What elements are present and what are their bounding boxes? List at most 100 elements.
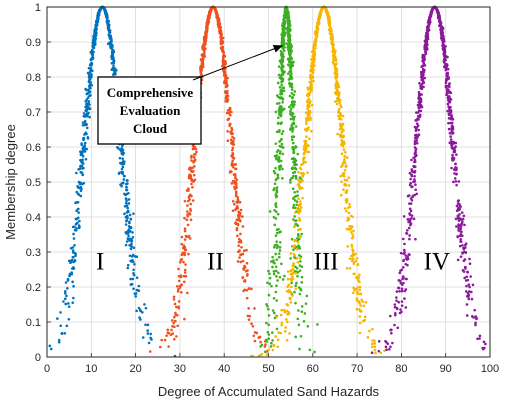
cloud-drop <box>231 146 235 150</box>
cloud-drop <box>222 54 226 58</box>
y-tick-label: 0.9 <box>26 37 41 49</box>
cloud-drop <box>298 204 302 207</box>
cloud-drop <box>209 7 213 11</box>
cloud-drop <box>296 237 299 240</box>
cloud-drop <box>289 109 292 113</box>
cloud-drop <box>335 92 338 96</box>
cloud-drop <box>184 263 187 266</box>
cloud-drop <box>77 168 80 171</box>
cloud-drop <box>294 271 298 275</box>
cloud-drop <box>306 107 309 111</box>
cloud-drop <box>186 204 189 207</box>
cloud-drop <box>347 184 351 187</box>
cloud-drop <box>454 141 458 145</box>
cloud-drop <box>72 237 76 240</box>
cloud-drop <box>406 255 409 258</box>
cloud-drop <box>291 122 294 126</box>
cloud-drop <box>339 174 343 178</box>
cloud-drop <box>282 29 285 33</box>
cloud-drop <box>341 140 345 144</box>
cloud-drop <box>267 348 271 351</box>
cloud-drop <box>408 171 412 175</box>
x-tick-label: 30 <box>174 363 186 375</box>
cloud-drop <box>427 28 431 32</box>
cloud-drop <box>276 345 280 349</box>
cloud-drop <box>419 84 422 88</box>
cloud-drop <box>68 259 71 263</box>
cloud-drop <box>81 147 85 150</box>
cloud-drop <box>275 275 278 278</box>
cloud-drop <box>181 251 185 255</box>
cloud-drop <box>183 251 187 254</box>
y-tick-label: 0 <box>35 352 41 364</box>
cloud-drop <box>282 43 285 46</box>
cloud-drop <box>281 46 285 50</box>
cloud-drop <box>447 77 450 81</box>
cloud-drop <box>285 338 289 342</box>
cloud-drop <box>291 245 295 248</box>
cloud-drop <box>132 268 135 272</box>
cloud-drop <box>335 62 338 66</box>
cloud-drop <box>130 282 134 286</box>
cloud-drop <box>300 281 304 284</box>
cloud-drop <box>455 204 459 208</box>
cloud-drop <box>358 285 362 289</box>
cloud-drop <box>125 188 129 192</box>
cloud-drop <box>313 50 316 53</box>
cloud-drop <box>349 214 353 218</box>
cloud-drop <box>280 132 284 136</box>
cloud-drop <box>83 119 87 123</box>
cloud-drop <box>470 315 474 318</box>
cloud-drop <box>75 190 79 194</box>
cloud-drop <box>86 113 89 117</box>
cloud-drop <box>343 168 347 172</box>
cloud-drop <box>184 274 188 278</box>
cloud-drop <box>289 117 293 121</box>
y-tick-label: 0.3 <box>26 247 41 259</box>
cloud-drop <box>340 180 343 184</box>
cloud-drop <box>464 251 468 254</box>
cloud-drop <box>131 236 135 239</box>
cloud-drop <box>287 310 291 314</box>
cloud-drop <box>299 334 303 338</box>
cloud-drop <box>459 240 463 243</box>
cloud-drop <box>274 205 278 209</box>
cloud-drop <box>398 271 402 275</box>
cloud-drop <box>121 162 125 166</box>
cloud-drop <box>440 29 443 33</box>
cloud-drop <box>73 258 77 262</box>
cloud-drop <box>177 279 181 283</box>
cloud-drop <box>122 178 126 181</box>
cloud-drop <box>450 143 453 147</box>
cloud-drop <box>233 173 237 176</box>
cloud-drop <box>94 24 97 27</box>
cloud-drop <box>288 94 292 98</box>
cloud-drop <box>474 323 477 327</box>
annotation-line-3: Cloud <box>133 121 168 136</box>
cloud-drop <box>85 123 88 126</box>
cloud-drop <box>420 93 423 96</box>
cloud-drop <box>146 329 149 332</box>
cloud-drop <box>286 277 290 281</box>
cloud-drop <box>310 89 314 92</box>
cloud-drop <box>310 64 314 67</box>
cloud-drop <box>83 115 87 118</box>
cloud-drop <box>288 332 291 335</box>
cloud-drop <box>131 260 134 264</box>
cloud-drop <box>292 156 295 160</box>
cloud-drop <box>339 118 343 121</box>
cloud-drop <box>228 113 232 117</box>
cloud-drop <box>450 115 453 119</box>
cloud-drop <box>443 48 447 52</box>
cloud-drop <box>68 274 71 278</box>
cloud-drop <box>275 210 278 214</box>
cloud-drop <box>289 111 292 115</box>
cloud-drop <box>71 280 74 284</box>
cloud-drop <box>57 338 61 342</box>
cloud-drop <box>458 204 462 208</box>
cloud-drop <box>368 329 371 333</box>
cloud-drop <box>253 339 257 343</box>
cloud-drop <box>77 224 81 227</box>
cloud-drop <box>288 296 292 300</box>
cloud-drop <box>241 215 244 218</box>
